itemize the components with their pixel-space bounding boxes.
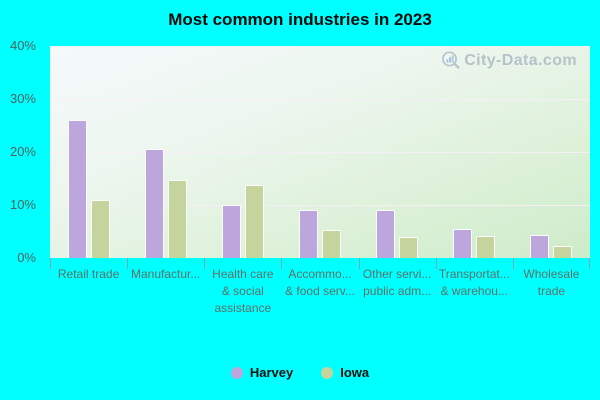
- category-label-line: Transportat...: [438, 267, 510, 281]
- category-label-4: Accommo... & food serv...: [281, 266, 358, 300]
- plot-area: City-Data.com: [50, 46, 590, 258]
- gridline-30: [50, 99, 590, 100]
- x-axis-tick-4: [358, 258, 360, 269]
- bar-group-2: [127, 46, 204, 258]
- bar-iowa-2[interactable]: [167, 179, 187, 258]
- y-tick-label-30pct: 30%: [9, 91, 36, 106]
- gridline-20: [50, 152, 590, 153]
- legend-dot-iowa: [321, 366, 334, 379]
- category-label-5: Other servi... public adm...: [359, 266, 436, 300]
- bar-group-5: [359, 46, 436, 258]
- category-label-line: public adm...: [363, 284, 432, 298]
- x-axis-tick-2: [204, 258, 206, 269]
- gridline-10: [50, 205, 590, 206]
- bar-group-4: [281, 46, 358, 258]
- y-tick-label-20pct: 20%: [9, 144, 36, 159]
- category-label-7: Wholesale trade: [513, 266, 590, 300]
- bar-harvey-7[interactable]: [530, 235, 550, 258]
- bar-group-6: [436, 46, 513, 258]
- category-label-line: Manufactur...: [131, 267, 201, 281]
- chart-title: Most common industries in 2023: [168, 10, 432, 29]
- category-label-line: assistance: [214, 301, 272, 315]
- watermark: City-Data.com: [440, 50, 577, 71]
- category-label-line: Accommo...: [288, 267, 352, 281]
- category-label-line: Retail trade: [57, 267, 120, 281]
- x-axis-tick-5: [435, 258, 437, 269]
- x-axis-tick-1: [127, 258, 129, 269]
- legend: Harvey Iowa: [0, 365, 600, 380]
- magnifier-barchart-icon: [440, 50, 461, 71]
- x-axis-labels: Retail trade Manufactur... Health care & so…: [50, 266, 590, 317]
- category-label-6: Transportat... & warehou...: [436, 266, 513, 300]
- bar-harvey-4[interactable]: [298, 210, 318, 258]
- bar-group-1: [50, 46, 127, 258]
- bar-group-7: [513, 46, 590, 258]
- watermark-text: City-Data.com: [464, 51, 577, 69]
- bar-iowa-4[interactable]: [321, 230, 341, 258]
- category-label-1: Retail trade: [50, 266, 127, 283]
- bar-iowa-6[interactable]: [476, 235, 496, 258]
- y-tick-label-0pct: 0%: [17, 250, 36, 265]
- bar-iowa-7[interactable]: [553, 246, 573, 258]
- bar-harvey-5[interactable]: [376, 210, 396, 258]
- bar-harvey-2[interactable]: [144, 149, 164, 258]
- x-axis-tick-6: [512, 258, 514, 269]
- bar-harvey-6[interactable]: [453, 228, 473, 258]
- legend-item-harvey: Harvey: [230, 365, 294, 380]
- category-label-2: Manufactur...: [127, 266, 204, 283]
- bar-iowa-5[interactable]: [399, 236, 419, 258]
- bar-group-3: [204, 46, 281, 258]
- legend-item-iowa: Iowa: [321, 365, 369, 380]
- x-axis-tick-0: [50, 258, 51, 269]
- legend-dot-harvey: [230, 366, 243, 379]
- x-axis-tick-3: [281, 258, 283, 269]
- y-tick-label-10pct: 10%: [9, 197, 36, 212]
- bar-iowa-1[interactable]: [90, 199, 110, 258]
- category-label-line: & social: [221, 284, 264, 298]
- bar-harvey-1[interactable]: [67, 120, 87, 258]
- category-label-3: Health care & social assistance: [204, 266, 281, 317]
- category-label-line: & food serv...: [285, 284, 355, 298]
- bar-harvey-3[interactable]: [221, 205, 241, 258]
- gridline-40: [50, 46, 590, 47]
- legend-label: Harvey: [249, 365, 294, 380]
- y-axis: 40% 30% 20% 10% 0%: [0, 0, 44, 270]
- category-label-line: Health care: [212, 267, 274, 281]
- category-label-line: Wholesale: [523, 267, 580, 281]
- bar-iowa-3[interactable]: [244, 185, 264, 258]
- y-tick-label-40pct: 40%: [9, 38, 36, 53]
- category-label-line: & warehou...: [440, 284, 508, 298]
- category-label-line: Other servi...: [362, 267, 432, 281]
- legend-label: Iowa: [340, 365, 370, 380]
- category-label-line: trade: [537, 284, 566, 298]
- x-axis-tick-7: [589, 258, 590, 269]
